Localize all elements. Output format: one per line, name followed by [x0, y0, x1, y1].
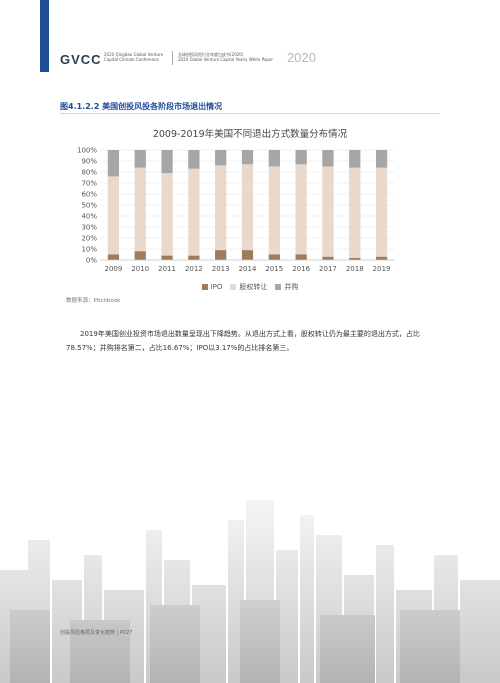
- page-footer: 创投风险格局及变化趋势 | P027: [60, 630, 133, 636]
- bar-segment-equity: [241, 164, 254, 251]
- figure-title: 图4.1.2.2 美国创投风投各阶段市场退出情况: [60, 102, 223, 111]
- bar-segment-merger: [188, 150, 200, 169]
- x-tick-label: 2010: [131, 265, 149, 273]
- conference-name: 2020 Qingdao Global Venture Capital Clim…: [104, 52, 164, 62]
- y-tick-label: 90%: [81, 158, 97, 166]
- bar-segment-merger: [134, 150, 146, 168]
- x-tick-label: 2009: [104, 265, 122, 273]
- bar-segment-equity: [322, 166, 334, 257]
- x-tick-label: 2013: [212, 265, 230, 273]
- legend-swatch-ipo: [201, 284, 208, 290]
- gvcc-logo: GVCC: [60, 52, 102, 67]
- y-tick-label: 0%: [86, 257, 97, 265]
- y-tick-label: 40%: [81, 213, 97, 221]
- bar-segment-ipo: [241, 250, 254, 260]
- bar-segment-ipo: [161, 255, 173, 260]
- y-tick-label: 20%: [81, 235, 97, 243]
- stacked-bar-chart: 0% 10% 20% 30% 40% 50% 60% 70% 80% 90% 100% 2009 201…: [77, 147, 395, 273]
- x-tick-label: 2016: [292, 265, 310, 273]
- white-paper-name: 全球创投风险行业年度白皮书(2020) 2020 Global Venture …: [178, 52, 274, 62]
- x-tick-label: 2012: [185, 265, 203, 273]
- y-tick-label: 60%: [81, 191, 97, 199]
- x-tick-label: 2011: [158, 265, 176, 273]
- y-tick-label: 80%: [81, 169, 97, 177]
- bar-segment-equity: [349, 167, 361, 258]
- y-tick-label: 100%: [77, 147, 97, 155]
- bar-segment-ipo: [215, 250, 227, 260]
- bar-segment-merger: [215, 150, 227, 166]
- legend-item-ipo: IPO: [201, 283, 222, 291]
- y-tick-label: 30%: [81, 224, 97, 232]
- header-divider: [172, 51, 173, 65]
- chart-title: 2009-2019年美国不同退出方式数量分布情况: [152, 129, 348, 140]
- bar-segment-equity: [161, 173, 173, 256]
- bar-segment-merger: [375, 150, 388, 168]
- bar-segment-merger: [349, 150, 361, 168]
- bar-segment-equity: [268, 166, 280, 255]
- page-header: GVCC 2020 Qingdao Global Venture Capital…: [60, 50, 440, 70]
- bar-segment-ipo: [134, 251, 146, 260]
- body-paragraph: 2019年美国创业投资市场退出数量呈现出下降趋势。从退出方式上看，股权转让仍为最…: [66, 330, 420, 352]
- bar-segment-merger: [268, 150, 280, 167]
- bar-segment-merger: [107, 150, 120, 177]
- legend-swatch-merger: [275, 284, 282, 290]
- x-tick-label: 2018: [346, 265, 364, 273]
- bar-segment-merger: [322, 150, 334, 167]
- title-rule: [60, 113, 440, 114]
- bar-segment-ipo: [107, 254, 120, 260]
- bar-segment-ipo: [322, 256, 334, 260]
- legend-swatch-equity: [230, 284, 237, 290]
- bar-segment-equity: [107, 176, 120, 255]
- legend-item-equity: 股权转让: [230, 282, 267, 292]
- bar-segment-equity: [188, 168, 200, 256]
- bar-segment-ipo: [268, 254, 280, 260]
- bar-segment-merger: [241, 150, 254, 165]
- city-skyline-background: [0, 460, 500, 683]
- bar-segment-ipo: [375, 256, 388, 260]
- y-tick-label: 70%: [81, 180, 97, 188]
- bar-segment-equity: [134, 167, 146, 252]
- bar-segment-merger: [295, 150, 307, 165]
- bar-segment-ipo: [295, 254, 307, 260]
- x-tick-label: 2015: [265, 265, 283, 273]
- bar-segment-equity: [295, 164, 307, 255]
- x-tick-label: 2017: [319, 265, 337, 273]
- bar-segment-merger: [161, 150, 173, 174]
- data-source: 数据来源：Pitchbook: [66, 298, 121, 304]
- chart-legend: IPO 股权转让 并购: [60, 282, 440, 292]
- bar-segment-equity: [375, 167, 388, 257]
- y-tick-label: 10%: [81, 246, 97, 254]
- legend-item-merger: 并购: [275, 282, 298, 292]
- bar-segment-equity: [215, 165, 227, 251]
- header-year: 2020: [287, 50, 316, 65]
- bar-segment-ipo: [188, 255, 200, 260]
- bar-segment-ipo: [349, 257, 361, 260]
- x-tick-label: 2019: [373, 265, 391, 273]
- x-tick-label: 2014: [239, 265, 257, 273]
- side-accent-bar: [40, 0, 49, 72]
- y-tick-label: 50%: [81, 202, 97, 210]
